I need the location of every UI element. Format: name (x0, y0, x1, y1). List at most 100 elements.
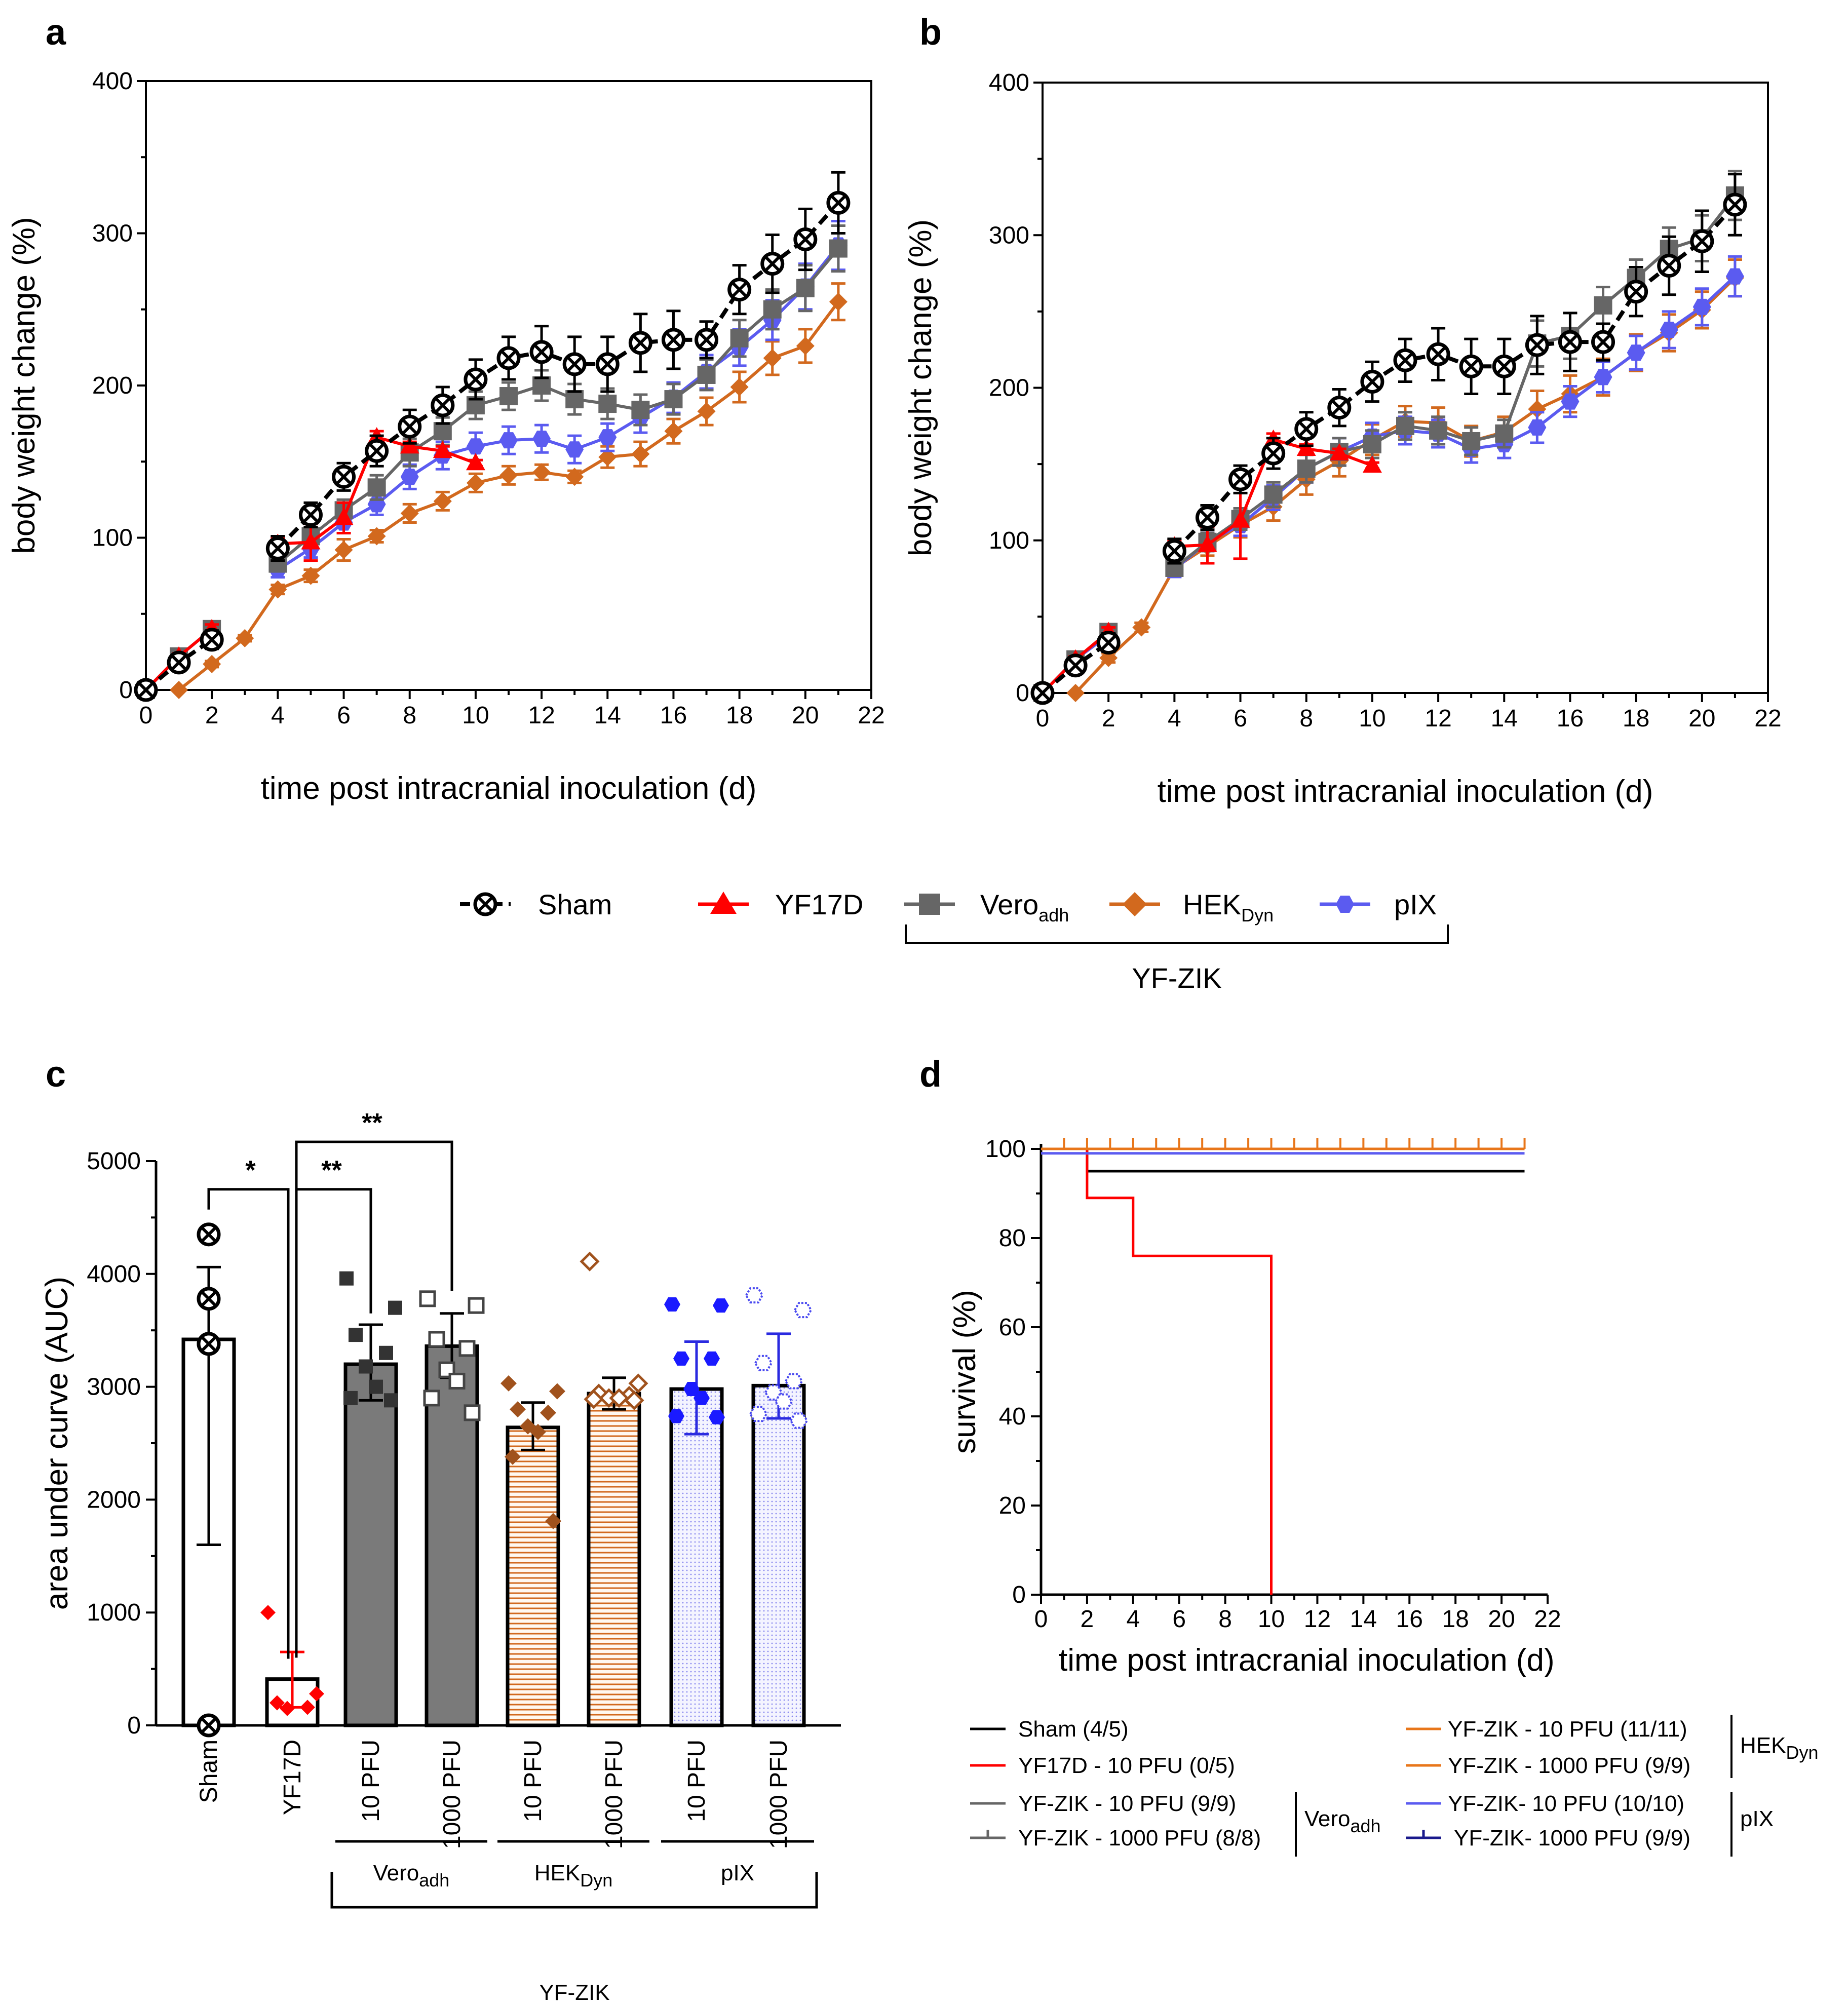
data-point-cross2 (1529, 337, 1546, 354)
data-point (595, 352, 620, 376)
data-point-cross2 (1496, 358, 1513, 375)
data-point (466, 474, 485, 492)
legend-d-label-1: YF17D - 10 PFU (0/5) (1018, 1753, 1235, 1778)
data-point (236, 629, 254, 647)
legend-label-hek: HEKDyn (1183, 889, 1274, 926)
data-point-cross2 (533, 343, 550, 361)
panel-label-b: b (919, 12, 942, 53)
data-point (796, 336, 815, 355)
data-point-cross2 (500, 350, 517, 367)
y-tick-label: 4000 (87, 1261, 141, 1288)
panel-label-d: d (919, 1054, 942, 1095)
data-point (694, 1391, 710, 1405)
sig-bracket-2 (295, 1188, 372, 1658)
legend-d-vero-main: Vero (1304, 1806, 1351, 1831)
data-point (1657, 254, 1681, 278)
data-point (529, 340, 554, 364)
x-tick-label: 14 (594, 702, 621, 729)
legend-label-vero-main: Vero (980, 889, 1038, 920)
x-tick-label: 20 (1688, 705, 1715, 732)
x-tick-label: 14 (1491, 705, 1518, 732)
bar-group-sham (181, 1222, 236, 1738)
x-tick-label: 22 (858, 702, 884, 729)
data-point-cross2 (1232, 471, 1249, 488)
data-point (774, 1393, 793, 1410)
data-point (466, 453, 485, 471)
y-tick-label: 400 (92, 68, 133, 95)
data-point (1561, 393, 1580, 410)
sig-bracket-3 (295, 1140, 453, 1291)
data-point-cross2 (1463, 358, 1480, 375)
data-point (197, 1713, 221, 1738)
data-point (1594, 296, 1612, 315)
data-point (1327, 396, 1352, 420)
data-point (664, 422, 683, 441)
data-point-cross2 (302, 507, 319, 523)
legend-d-bracket-hek-label: HEKDyn (1740, 1733, 1819, 1763)
bar-group-vero-1000 (419, 1290, 485, 1727)
series-hek-dyn (170, 282, 848, 699)
y-tick-label: 0 (1016, 680, 1029, 707)
x-tick-label: 20 (1488, 1606, 1515, 1633)
group-label: Veroadh (373, 1861, 450, 1891)
data-point (730, 378, 749, 397)
data-point (458, 1340, 476, 1357)
data-point (499, 466, 518, 485)
legend-item-sham: Sham (460, 889, 612, 920)
data-point-cross2 (1034, 684, 1051, 702)
data-point (1692, 298, 1711, 315)
data-point (609, 1388, 629, 1408)
x-tick-label: 16 (1557, 705, 1584, 732)
x-tick-label: 8 (403, 702, 416, 729)
data-point (510, 1401, 526, 1418)
data-point (1725, 268, 1744, 285)
legend-label-sham: Sham (538, 889, 612, 920)
legend-d-bracket-vero-label: Veroadh (1304, 1806, 1381, 1836)
data-point-cross2 (1693, 233, 1710, 250)
x-tick-label: 10 (462, 702, 489, 729)
data-point (584, 1389, 604, 1409)
data-point (300, 1700, 315, 1715)
data-point (301, 566, 320, 585)
group-label-sub: Dyn (580, 1870, 612, 1891)
chart-panel-d: 0 20 40 60 80 100 0 2 4 6 8 10 12 14 16 18 20 22 time post… (947, 1136, 1561, 1678)
series-sham (1030, 173, 1747, 705)
data-point (1459, 354, 1483, 378)
legend-d-vero-sub: adh (1351, 1816, 1381, 1836)
sig-star-1: * (245, 1156, 256, 1185)
data-point (631, 445, 650, 464)
legend-d-label-0: Sham (4/5) (1018, 1717, 1129, 1742)
x-tick-label: 6 (337, 702, 351, 729)
data-point (1462, 432, 1481, 450)
data-point-cross2 (632, 334, 649, 351)
legend-d-label-7: YF-ZIK- 1000 PFU (9/9) (1454, 1826, 1690, 1850)
y-tick-label: 3000 (87, 1374, 141, 1401)
legend-d: Sham (4/5) YF17D - 10 PFU (0/5) YF-ZIK -… (970, 1715, 1819, 1857)
data-point-cross2 (1199, 509, 1216, 526)
data-point (532, 431, 551, 447)
data-point (1492, 354, 1516, 378)
y-tick-label: 80 (999, 1225, 1026, 1252)
data-point-cross2 (200, 1226, 217, 1243)
y-tick-label: 0 (127, 1712, 141, 1739)
legend-item-vero: Veroadh (904, 889, 1069, 926)
y-axis-label: survival (%) (947, 1290, 982, 1454)
data-point (1594, 369, 1612, 385)
data-point (260, 1605, 276, 1621)
x-tick-label: 6 (1234, 705, 1247, 732)
data-point (369, 1379, 383, 1394)
data-point (1329, 443, 1349, 461)
data-point (549, 1383, 565, 1400)
data-point-cross2 (797, 231, 814, 248)
data-point (448, 1372, 466, 1390)
data-point (433, 441, 452, 458)
data-point-cross2 (270, 540, 286, 557)
data-point (200, 628, 224, 652)
data-point (423, 1390, 440, 1407)
data-point (270, 1695, 285, 1711)
data-point-cross2 (1364, 373, 1381, 390)
data-point (280, 1701, 295, 1716)
series-sham (134, 171, 851, 702)
data-point (1030, 681, 1055, 705)
